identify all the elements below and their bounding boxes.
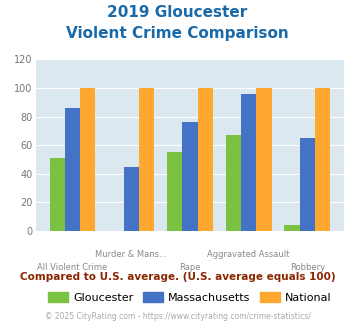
Bar xyxy=(139,88,154,231)
Text: Murder & Mans...: Murder & Mans... xyxy=(95,250,167,259)
Text: Aggravated Assault: Aggravated Assault xyxy=(207,250,290,259)
Text: 2019 Gloucester: 2019 Gloucester xyxy=(107,5,248,20)
Text: All Violent Crime: All Violent Crime xyxy=(37,263,108,272)
Text: Rape: Rape xyxy=(179,263,201,272)
Bar xyxy=(241,94,256,231)
Bar xyxy=(300,138,315,231)
Bar xyxy=(65,108,80,231)
Bar xyxy=(284,225,300,231)
Text: Robbery: Robbery xyxy=(290,263,325,272)
Text: © 2025 CityRating.com - https://www.cityrating.com/crime-statistics/: © 2025 CityRating.com - https://www.city… xyxy=(45,312,310,321)
Bar xyxy=(124,167,139,231)
Bar xyxy=(80,88,95,231)
Bar xyxy=(182,122,198,231)
Text: Violent Crime Comparison: Violent Crime Comparison xyxy=(66,26,289,41)
Bar xyxy=(167,152,182,231)
Bar xyxy=(256,88,272,231)
Bar xyxy=(226,135,241,231)
Text: Compared to U.S. average. (U.S. average equals 100): Compared to U.S. average. (U.S. average … xyxy=(20,272,335,282)
Bar xyxy=(198,88,213,231)
Bar xyxy=(315,88,330,231)
Bar xyxy=(50,158,65,231)
Legend: Gloucester, Massachusetts, National: Gloucester, Massachusetts, National xyxy=(44,288,336,308)
